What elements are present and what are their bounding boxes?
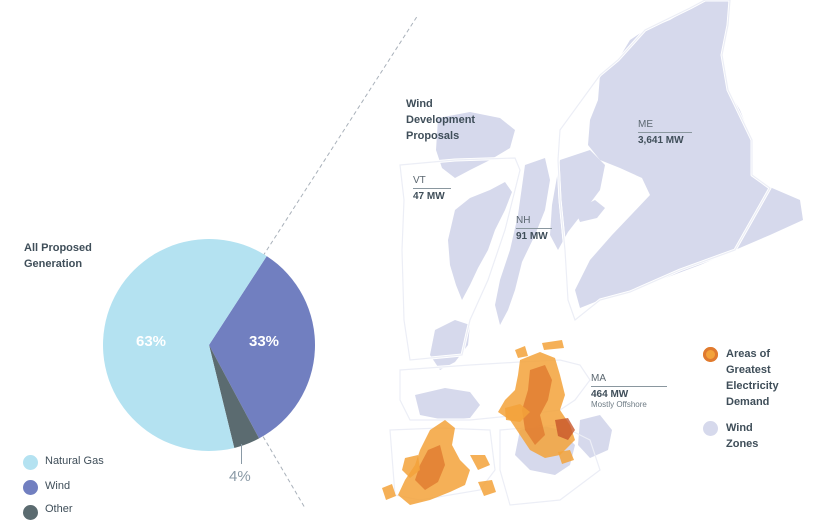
map-title: Wind Development Proposals: [406, 96, 475, 144]
state-code: ME: [638, 119, 653, 130]
pie-title: All Proposed Generation: [24, 240, 92, 272]
legend-line: Areas of: [726, 348, 771, 360]
demand-dot-icon: [703, 347, 718, 362]
state-label-ma: MA 464 MW Mostly Offshore: [591, 373, 667, 409]
legend-wind-dot: [23, 480, 38, 495]
legend-line: Demand: [726, 396, 770, 408]
pie-title-line1: All Proposed: [24, 242, 92, 254]
map-title-line2: Development: [406, 114, 476, 126]
state-label-me: ME 3,641 MW: [638, 119, 692, 146]
legend-line: Zones: [726, 438, 759, 450]
state-label-nh: NH 91 MW: [516, 215, 552, 242]
other-label-leader: [241, 444, 242, 464]
state-label-vt: VT 47 MW: [413, 175, 451, 202]
connector-line-top: [262, 14, 419, 257]
legend-demand-label: Areas of Greatest Electricity Demand: [726, 346, 779, 410]
wind-zone-dot-icon: [703, 421, 718, 436]
state-rule: [413, 188, 451, 189]
pie-slice-wind: [209, 256, 316, 439]
state-mw: 91 MW: [516, 231, 548, 242]
state-code: VT: [413, 175, 426, 186]
legend-line: Greatest: [726, 364, 771, 376]
state-mw: 464 MW: [591, 389, 629, 400]
state-rule: [591, 386, 667, 387]
pie-slice-natural-gas: [102, 238, 267, 451]
demand-areas: [382, 340, 575, 505]
legend-natural-gas-dot: [23, 455, 38, 470]
legend-wind-zones-label: Wind Zones: [726, 420, 758, 452]
legend-other-label: Other: [45, 503, 73, 515]
slice-label-wind: 33%: [249, 333, 280, 350]
map-title-line3: Proposals: [406, 130, 460, 142]
legend-natural-gas-label: Natural Gas: [45, 455, 104, 467]
legend-line: Wind: [726, 422, 753, 434]
state-note: Mostly Offshore: [591, 400, 647, 409]
state-mw: 3,641 MW: [638, 135, 684, 146]
pie-title-line2: Generation: [24, 258, 83, 270]
legend-line: Electricity: [726, 380, 779, 392]
state-code: NH: [516, 215, 531, 226]
state-rule: [516, 228, 552, 229]
pie-slice-other: [209, 345, 260, 448]
slice-label-natural-gas: 63%: [136, 333, 167, 350]
state-mw: 47 MW: [413, 191, 445, 202]
state-rule: [638, 132, 692, 133]
legend-other-dot: [23, 505, 38, 520]
slice-label-other: 4%: [229, 468, 251, 485]
state-code: MA: [591, 373, 606, 384]
map-title-line1: Wind: [406, 98, 433, 110]
legend-wind-label: Wind: [45, 480, 71, 492]
